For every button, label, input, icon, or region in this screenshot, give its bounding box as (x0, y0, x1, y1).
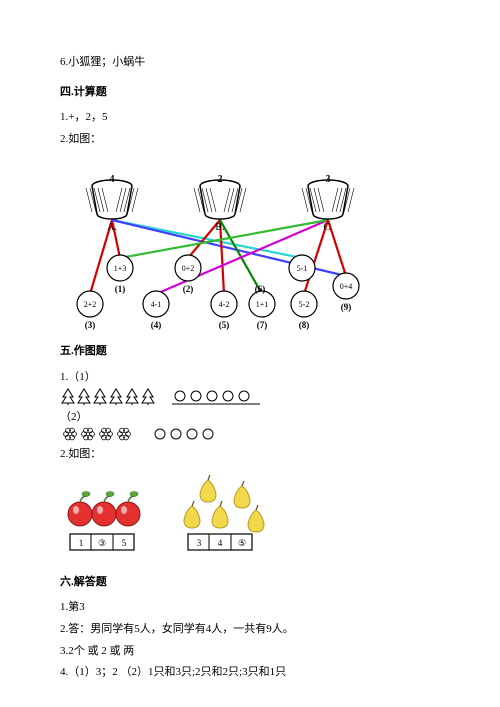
svg-text:(2): (2) (183, 284, 194, 294)
svg-text:(5): (5) (219, 320, 230, 330)
svg-text:4: 4 (110, 174, 115, 185)
svg-text:③: ③ (98, 538, 106, 548)
item-5-1: 1.（1） (60, 369, 440, 405)
svg-text:2: 2 (218, 174, 223, 185)
svg-text:4-2: 4-2 (219, 300, 230, 309)
diagram-fruits: 1 ③ 5 3 4 ⑤ (60, 472, 440, 562)
item-6-1: 1.第3 (60, 599, 440, 617)
diagram-baskets: 4 A. 2 B. 3 C. 2+2 (3) 1+3 (1) 4-1 (4) 0+2 (2) 4-2 (5) 1… (60, 156, 440, 331)
item-6: 6.小狐狸；小蜗牛 (60, 54, 440, 72)
item-5-1-2: （2） (60, 409, 440, 443)
item-5-2: 2.如图： (60, 446, 440, 464)
svg-text:5-1: 5-1 (297, 264, 308, 273)
svg-text:4: 4 (218, 538, 223, 548)
item-6-4: 4.（1）3；2 （2）1只和3只;2只和2只;3只和1只 (60, 664, 440, 682)
svg-text:1: 1 (79, 538, 84, 548)
svg-text:4-1: 4-1 (151, 300, 162, 309)
svg-text:5-2: 5-2 (299, 300, 310, 309)
item-6-3: 3.2个 或 2 或 两 (60, 643, 440, 661)
svg-text:1+3: 1+3 (114, 264, 127, 273)
svg-text:A.: A. (107, 222, 117, 233)
svg-text:(4): (4) (151, 320, 162, 330)
svg-text:0+2: 0+2 (182, 264, 195, 273)
svg-text:5: 5 (122, 538, 127, 548)
item-6-2: 2.答：男同学有5人，女同学有4人，一共有9人。 (60, 621, 440, 639)
svg-text:⑤: ⑤ (238, 538, 246, 548)
section-4-heading: 四.计算题 (60, 84, 440, 102)
svg-text:(1): (1) (115, 284, 126, 294)
label-5-1-1: 1.（1） (60, 371, 96, 383)
label-5-1-2: （2） (60, 411, 88, 423)
svg-text:(8): (8) (299, 320, 310, 330)
svg-text:3: 3 (197, 538, 202, 548)
svg-text:(7): (7) (257, 320, 268, 330)
item-4-2: 2.如图： (60, 131, 440, 149)
flowers-circles-icon (60, 426, 260, 442)
svg-text:0+4: 0+4 (340, 282, 353, 291)
svg-text:C.: C. (323, 222, 332, 233)
svg-text:2+2: 2+2 (84, 300, 97, 309)
svg-text:1+1: 1+1 (256, 300, 269, 309)
svg-text:B.: B. (215, 222, 224, 233)
svg-text:(9): (9) (341, 302, 352, 312)
svg-text:(6): (6) (255, 284, 266, 294)
svg-text:3: 3 (326, 174, 331, 185)
section-6-heading: 六.解答题 (60, 574, 440, 592)
svg-text:(3): (3) (85, 320, 96, 330)
section-5-heading: 五.作图题 (60, 343, 440, 361)
item-4-1: 1.+，2，5 (60, 109, 440, 127)
trees-circles-icon (60, 387, 280, 405)
